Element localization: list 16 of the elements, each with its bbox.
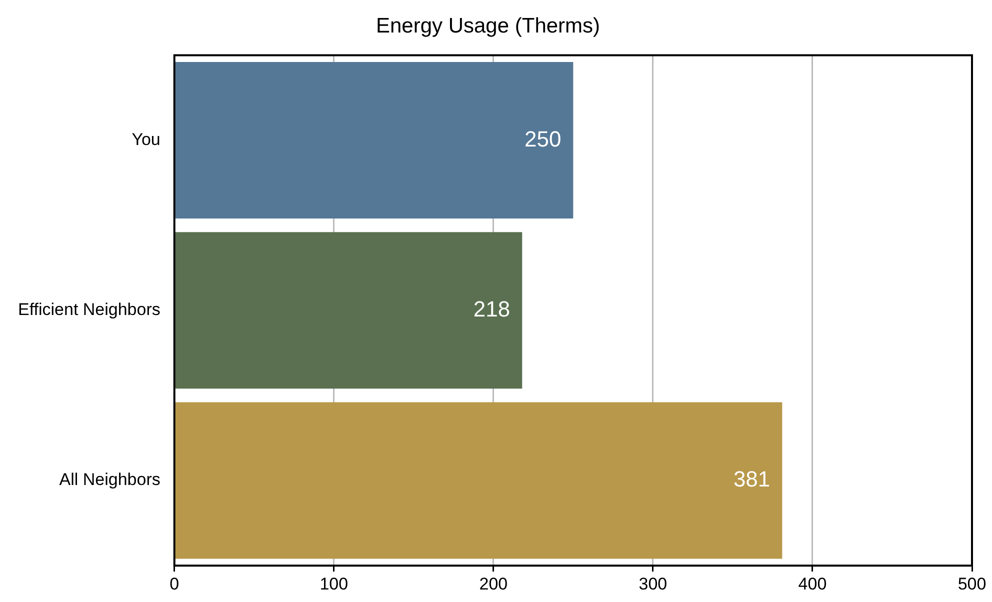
y-tick-label: All Neighbors — [59, 470, 160, 490]
data-label: 218 — [473, 296, 510, 322]
x-tick-label: 300 — [638, 574, 668, 594]
x-tick-label: 500 — [958, 574, 986, 594]
x-tick-label: 0 — [170, 574, 180, 594]
bar — [175, 402, 782, 559]
y-tick-label: Efficient Neighbors — [18, 300, 160, 320]
bar — [175, 232, 522, 389]
chart-title: Energy Usage (Therms) — [376, 14, 600, 38]
bar — [175, 62, 574, 219]
data-label: 250 — [524, 126, 562, 152]
x-tick-label: 100 — [320, 574, 348, 594]
x-tick-label: 200 — [479, 574, 508, 594]
data-label: 381 — [733, 466, 770, 492]
x-tick-label: 400 — [798, 574, 827, 594]
y-tick-label: You — [132, 130, 160, 149]
